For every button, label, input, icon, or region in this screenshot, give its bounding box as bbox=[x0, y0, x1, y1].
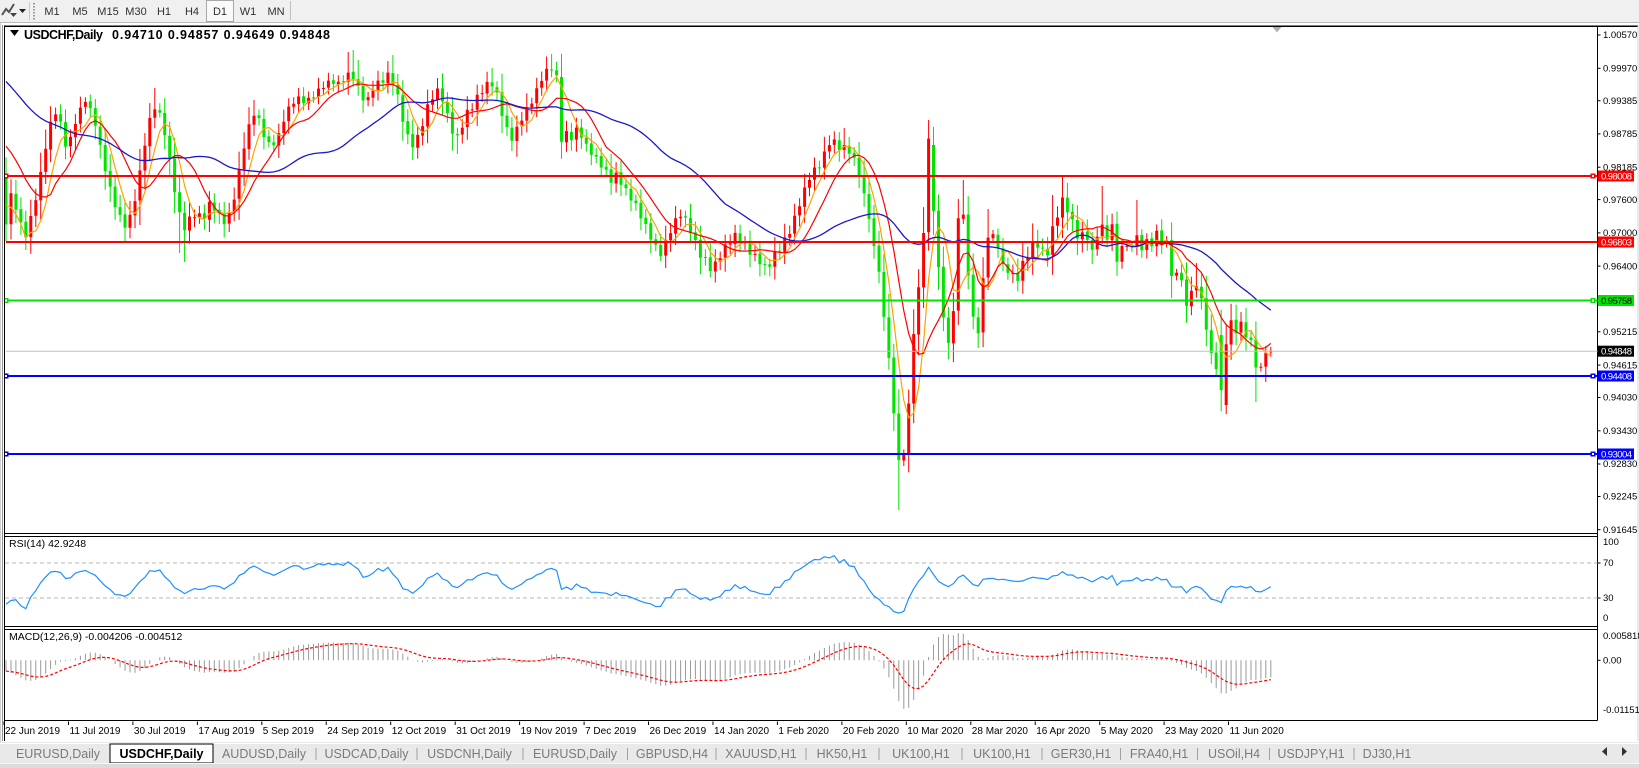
svg-text:GER30,H1: GER30,H1 bbox=[1051, 747, 1111, 761]
svg-text:USDCHF,Daily: USDCHF,Daily bbox=[119, 747, 203, 761]
svg-text:7 Dec 2019: 7 Dec 2019 bbox=[585, 726, 637, 737]
svg-text:26 Dec 2019: 26 Dec 2019 bbox=[650, 726, 707, 737]
svg-text:11 Jun 2020: 11 Jun 2020 bbox=[1230, 726, 1285, 737]
svg-text:19 Nov 2019: 19 Nov 2019 bbox=[521, 726, 578, 737]
svg-text:0.93004: 0.93004 bbox=[1601, 449, 1632, 460]
svg-text:RSI(14) 42.9248: RSI(14) 42.9248 bbox=[9, 538, 86, 550]
svg-text:0.96400: 0.96400 bbox=[1603, 261, 1637, 272]
svg-text:0.94615: 0.94615 bbox=[1603, 360, 1637, 371]
svg-text:24 Sep 2019: 24 Sep 2019 bbox=[327, 726, 384, 737]
svg-text:5 Sep 2019: 5 Sep 2019 bbox=[263, 726, 315, 737]
svg-text:100: 100 bbox=[1603, 537, 1619, 548]
svg-text:1 Feb 2020: 1 Feb 2020 bbox=[778, 726, 829, 737]
svg-text:0.92830: 0.92830 bbox=[1603, 459, 1637, 470]
svg-text:16 Apr 2020: 16 Apr 2020 bbox=[1036, 726, 1090, 737]
svg-text:0.00: 0.00 bbox=[1603, 656, 1622, 667]
svg-text:1.00570: 1.00570 bbox=[1603, 30, 1637, 41]
svg-text:5 May 2020: 5 May 2020 bbox=[1101, 726, 1154, 737]
svg-text:22 Jun 2019: 22 Jun 2019 bbox=[5, 726, 60, 737]
svg-text:-0.011514: -0.011514 bbox=[1603, 705, 1639, 716]
svg-text:0.97600: 0.97600 bbox=[1603, 195, 1637, 206]
svg-text:UK100,H1: UK100,H1 bbox=[892, 747, 950, 761]
svg-text:14 Jan 2020: 14 Jan 2020 bbox=[714, 726, 769, 737]
svg-text:H4: H4 bbox=[185, 6, 199, 18]
svg-text:0.94030: 0.94030 bbox=[1603, 393, 1637, 404]
svg-text:USDCAD,Daily: USDCAD,Daily bbox=[324, 747, 409, 761]
svg-text:23 May 2020: 23 May 2020 bbox=[1165, 726, 1223, 737]
svg-text:M1: M1 bbox=[44, 6, 59, 18]
svg-text:11 Jul 2019: 11 Jul 2019 bbox=[70, 726, 121, 737]
svg-text:0.99970: 0.99970 bbox=[1603, 64, 1637, 75]
svg-text:D1: D1 bbox=[213, 6, 227, 18]
svg-text:EURUSD,Daily: EURUSD,Daily bbox=[16, 747, 101, 761]
svg-text:M5: M5 bbox=[72, 6, 87, 18]
svg-text:17 Aug 2019: 17 Aug 2019 bbox=[198, 726, 255, 737]
svg-text:30 Jul 2019: 30 Jul 2019 bbox=[134, 726, 186, 737]
svg-text:AUDUSD,Daily: AUDUSD,Daily bbox=[222, 747, 307, 761]
svg-text:M15: M15 bbox=[97, 6, 118, 18]
svg-text:0: 0 bbox=[1603, 613, 1608, 624]
svg-text:DJ30,H1: DJ30,H1 bbox=[1363, 747, 1412, 761]
svg-text:0.98185: 0.98185 bbox=[1603, 162, 1637, 173]
svg-text:28 Mar 2020: 28 Mar 2020 bbox=[972, 726, 1029, 737]
svg-text:UK100,H1: UK100,H1 bbox=[973, 747, 1031, 761]
svg-text:0.005818: 0.005818 bbox=[1603, 631, 1639, 642]
svg-text:70: 70 bbox=[1603, 558, 1614, 569]
svg-text:31 Oct 2019: 31 Oct 2019 bbox=[456, 726, 511, 737]
svg-text:0.96803: 0.96803 bbox=[1601, 237, 1632, 248]
svg-text:0.95758: 0.95758 bbox=[1601, 296, 1632, 307]
svg-text:30: 30 bbox=[1603, 593, 1614, 604]
svg-text:GBPUSD,H4: GBPUSD,H4 bbox=[636, 747, 708, 761]
svg-text:USDCNH,Daily: USDCNH,Daily bbox=[427, 747, 512, 761]
svg-text:EURUSD,Daily: EURUSD,Daily bbox=[533, 747, 618, 761]
svg-text:W1: W1 bbox=[240, 6, 257, 18]
svg-text:M30: M30 bbox=[125, 6, 146, 18]
svg-text:FRA40,H1: FRA40,H1 bbox=[1130, 747, 1188, 761]
svg-text:H1: H1 bbox=[157, 6, 171, 18]
svg-text:0.93430: 0.93430 bbox=[1603, 426, 1637, 437]
svg-text:0.92245: 0.92245 bbox=[1603, 492, 1637, 503]
svg-text:USDCHF,Daily: USDCHF,Daily bbox=[24, 28, 103, 42]
svg-text:0.98008: 0.98008 bbox=[1601, 171, 1632, 182]
svg-text:10 Mar 2020: 10 Mar 2020 bbox=[907, 726, 964, 737]
svg-text:USOil,H4: USOil,H4 bbox=[1208, 747, 1260, 761]
svg-text:12 Oct 2019: 12 Oct 2019 bbox=[392, 726, 447, 737]
svg-text:0.91645: 0.91645 bbox=[1603, 525, 1637, 536]
svg-text:HK50,H1: HK50,H1 bbox=[817, 747, 868, 761]
svg-text:0.99385: 0.99385 bbox=[1603, 96, 1637, 107]
svg-text:0.95215: 0.95215 bbox=[1603, 327, 1637, 338]
svg-text:MACD(12,26,9) -0.004206 -0.004: MACD(12,26,9) -0.004206 -0.004512 bbox=[9, 631, 183, 643]
svg-text:0.94408: 0.94408 bbox=[1601, 371, 1632, 382]
svg-text:0.94848: 0.94848 bbox=[1601, 347, 1632, 358]
svg-text:0.97000: 0.97000 bbox=[1603, 228, 1637, 239]
svg-text:0.98785: 0.98785 bbox=[1603, 129, 1637, 140]
svg-text:MN: MN bbox=[267, 6, 284, 18]
svg-text:20 Feb 2020: 20 Feb 2020 bbox=[843, 726, 900, 737]
svg-text:XAUUSD,H1: XAUUSD,H1 bbox=[725, 747, 797, 761]
svg-text:USDJPY,H1: USDJPY,H1 bbox=[1277, 747, 1344, 761]
svg-text:0.94710 0.94857 0.94649 0.9484: 0.94710 0.94857 0.94649 0.94848 bbox=[112, 28, 330, 42]
